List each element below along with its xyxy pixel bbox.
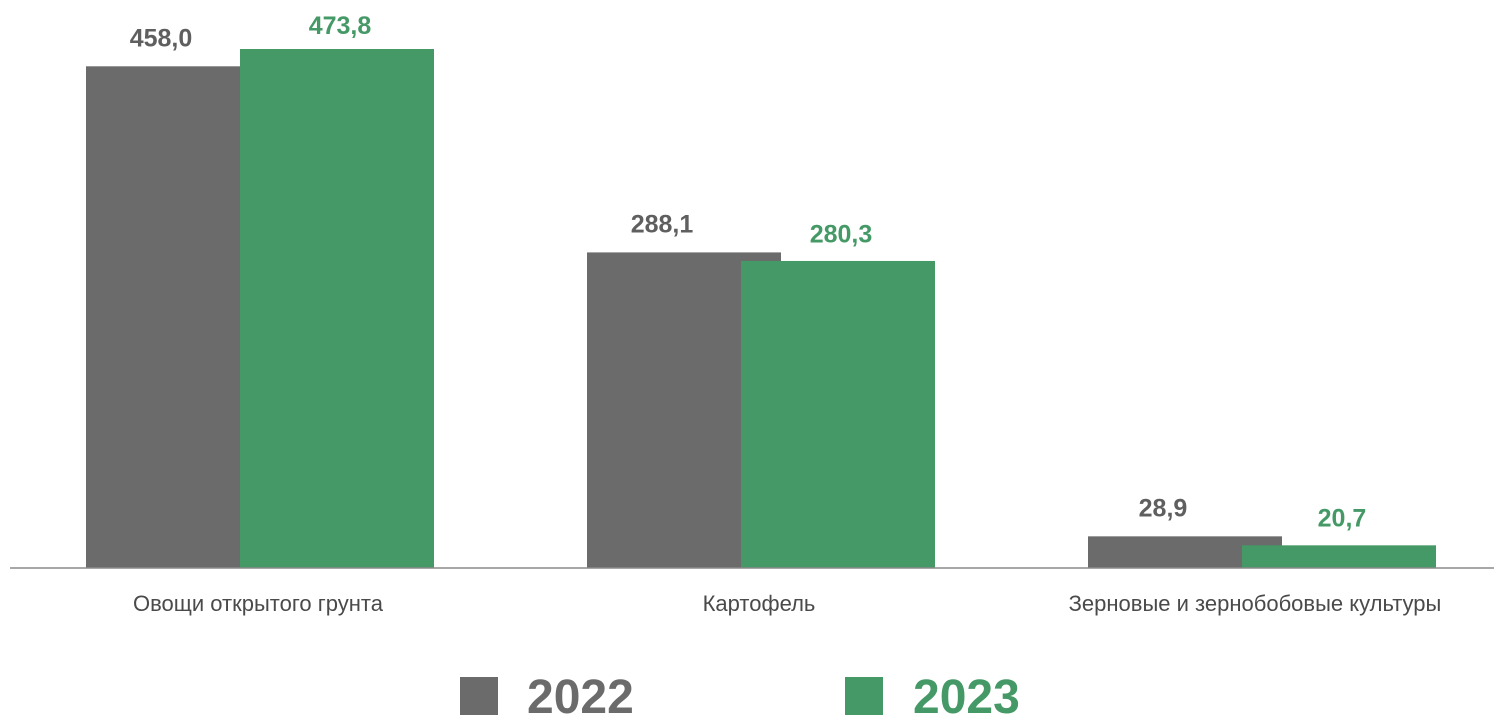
legend-swatch-2022 — [460, 677, 498, 715]
data-label: 473,8 — [309, 12, 372, 40]
legend-label-2022: 2022 — [527, 671, 634, 716]
legend: 2022 2023 — [460, 671, 1020, 716]
data-label: 288,1 — [631, 210, 694, 238]
bar-2023-1 — [741, 260, 935, 568]
bar-2023-2 — [1242, 545, 1436, 568]
value-labels-layer: 458,0 473,8 288,1 280,3 28,9 20,7 — [130, 12, 1367, 532]
category-label: Овощи открытого грунта — [133, 591, 384, 616]
category-label: Картофель — [703, 591, 816, 616]
legend-swatch-2023 — [845, 677, 883, 715]
bar-2023-0 — [240, 49, 434, 568]
data-label: 458,0 — [130, 24, 193, 52]
data-label: 20,7 — [1318, 504, 1367, 532]
category-labels-layer: Овощи открытого грунта Картофель Зерновые … — [133, 591, 1441, 616]
legend-label-2023: 2023 — [913, 671, 1020, 716]
data-label: 280,3 — [810, 220, 873, 248]
data-label: 28,9 — [1139, 494, 1188, 522]
category-label: Зерновые и зернобобовые культуры — [1069, 591, 1442, 616]
bars-layer — [86, 49, 1436, 568]
